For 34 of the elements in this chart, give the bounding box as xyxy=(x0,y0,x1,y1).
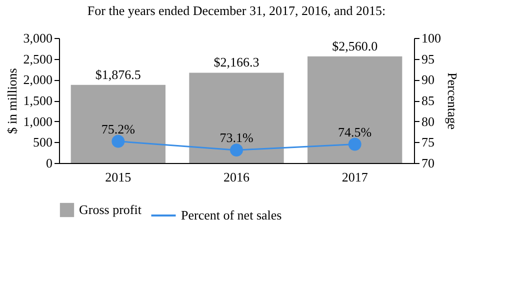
y-tick-label: 2,500 xyxy=(23,51,52,66)
y2-tick-label: 85 xyxy=(422,93,434,108)
data-label: 75.2% xyxy=(101,121,136,136)
x-tick-label: 2017 xyxy=(342,170,368,184)
y2-tick-label: 90 xyxy=(422,72,434,88)
legend-label: Percent of net sales xyxy=(181,208,282,222)
chart-title: For the years ended December 31, 2017, 2016, and 2015: xyxy=(87,3,386,18)
y2-tick-label: 95 xyxy=(422,51,434,66)
x-tick-label: 2015 xyxy=(105,170,132,184)
legend-label: Gross profit xyxy=(79,202,142,217)
y2-tick-label: 75 xyxy=(422,134,434,150)
y2-tick-label: 80 xyxy=(422,114,434,129)
y-tick-label: 2,000 xyxy=(23,72,52,88)
bar xyxy=(308,56,402,163)
point xyxy=(112,134,125,148)
y2-axis-title: Percentage xyxy=(445,72,460,130)
bar xyxy=(70,84,166,163)
y2-tick-label: 100 xyxy=(422,30,441,46)
y2-tick-label: 70 xyxy=(422,156,434,170)
data-label: $2,560.0 xyxy=(332,38,378,54)
data-label: 73.1% xyxy=(220,130,254,146)
point xyxy=(230,144,243,157)
data-label: $1,876.5 xyxy=(95,66,141,82)
y-tick-label: 500 xyxy=(33,134,52,150)
y-tick-label: 0 xyxy=(46,156,52,170)
bar xyxy=(189,72,284,163)
data-label: $2,166.3 xyxy=(214,54,260,70)
y-tick-label: 1,000 xyxy=(23,114,52,129)
y-tick-label: 1,500 xyxy=(23,93,52,108)
x-tick-label: 2016 xyxy=(224,170,250,184)
y-axis-title: $ in millions xyxy=(4,68,20,134)
point xyxy=(348,138,362,151)
data-label: 74.5% xyxy=(338,124,372,140)
y-tick-label: 3,000 xyxy=(23,30,52,46)
